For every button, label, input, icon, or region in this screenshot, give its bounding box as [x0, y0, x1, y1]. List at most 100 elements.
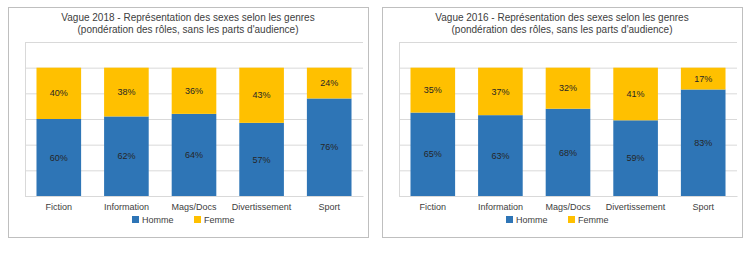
data-label: 60% — [50, 153, 68, 163]
bar — [36, 68, 81, 119]
data-label: 76% — [320, 142, 338, 152]
x-tick-label: Divertissement — [606, 202, 666, 212]
title: Vague 2016 - Représentation des sexes se… — [435, 12, 688, 23]
data-label: 32% — [559, 83, 577, 93]
grid-line — [399, 196, 737, 197]
legend-swatch — [568, 216, 575, 223]
bar — [478, 115, 523, 196]
legend-item: Homme — [506, 215, 548, 225]
grid-line — [25, 42, 363, 43]
bar — [478, 68, 523, 115]
legend: Homme Femme — [506, 215, 609, 225]
data-labels: 65% 63% 68% 59% 83% 35% 37% 32% 41% 17% — [424, 74, 712, 164]
x-axis: Fiction Information Mags/Docs Divertissemen… — [400, 196, 738, 212]
legend-item: Homme — [132, 215, 174, 225]
bar — [410, 113, 455, 196]
data-label: 65% — [424, 149, 442, 159]
bar — [172, 68, 217, 114]
data-label: 17% — [694, 74, 712, 84]
legend-item: Femme — [194, 215, 235, 225]
grid-line — [25, 196, 363, 197]
x-tick: Sport — [692, 196, 714, 212]
bar — [681, 68, 726, 90]
x-tick-label: Sport — [692, 202, 714, 212]
x-tick: Divertissement — [606, 196, 666, 212]
x-axis-line — [400, 196, 738, 197]
y-tick — [399, 42, 737, 43]
legend-label: Femme — [204, 215, 235, 225]
y-tick — [399, 196, 737, 197]
x-tick: Fiction — [420, 196, 447, 212]
legend-label: Femme — [578, 215, 609, 225]
bar — [307, 98, 352, 196]
data-label: 38% — [117, 87, 135, 97]
data-label: 41% — [627, 89, 645, 99]
x-tick: Mags/Docs — [545, 196, 591, 212]
y-axis-line — [26, 43, 364, 197]
y-tick — [25, 196, 363, 197]
data-label: 68% — [559, 148, 577, 158]
x-tick-label: Mags/Docs — [545, 202, 591, 212]
data-label: 24% — [320, 78, 338, 88]
data-label: 40% — [50, 88, 68, 98]
y-axis — [25, 43, 363, 197]
bar — [613, 68, 658, 121]
data-label: 36% — [185, 86, 203, 96]
x-axis: Fiction Information Mags/Docs Divertissemen… — [26, 196, 364, 212]
legend-item: Femme — [568, 215, 609, 225]
x-tick: Fiction — [46, 196, 73, 212]
bars — [410, 68, 725, 196]
data-label: 83% — [694, 138, 712, 148]
x-tick-label: Mags/Docs — [171, 202, 217, 212]
x-tick-label: Information — [104, 202, 149, 212]
legend-label: Homme — [142, 215, 174, 225]
x-tick-label: Divertissement — [232, 202, 292, 212]
y-tick — [25, 42, 363, 43]
x-tick: Divertissement — [232, 196, 292, 212]
y-axis-line — [400, 43, 738, 197]
legend-swatch — [506, 216, 513, 223]
bar — [172, 114, 217, 196]
data-label: 59% — [627, 153, 645, 163]
chart: Vague 2018 - Représentation des sexes se… — [9, 8, 369, 238]
bar — [613, 120, 658, 196]
x-tick-label: Information — [478, 202, 523, 212]
data-labels: 60% 62% 64% 57% 76% 40% 38% 36% 43% 24% — [50, 78, 338, 164]
x-tick: Mags/Docs — [171, 196, 217, 212]
grid-line — [399, 42, 737, 43]
chart-frame — [9, 8, 369, 238]
x-tick-label: Fiction — [420, 202, 447, 212]
bar — [104, 68, 149, 117]
data-label: 63% — [491, 151, 509, 161]
x-tick-label: Fiction — [46, 202, 73, 212]
chart: Vague 2016 - Représentation des sexes se… — [383, 8, 743, 238]
data-label: 43% — [253, 90, 271, 100]
bar — [104, 116, 149, 196]
bar — [36, 119, 81, 196]
x-tick: Sport — [318, 196, 340, 212]
x-tick: Information — [478, 196, 523, 212]
data-label: 57% — [253, 155, 271, 165]
chart-frame — [383, 8, 743, 238]
bar — [410, 68, 455, 113]
bar — [681, 89, 726, 196]
data-label: 64% — [185, 150, 203, 160]
bar — [546, 109, 591, 196]
subtitle: (pondération des rôles, sans les parts d… — [78, 24, 299, 35]
legend-label: Homme — [516, 215, 548, 225]
legend-swatch — [194, 216, 201, 223]
title: Vague 2018 - Représentation des sexes se… — [61, 12, 314, 23]
data-label: 35% — [424, 85, 442, 95]
bar — [546, 68, 591, 109]
figure: Vague 2018 - Représentation des sexes se… — [0, 0, 750, 276]
data-label: 62% — [117, 151, 135, 161]
x-tick-label: Sport — [318, 202, 340, 212]
x-tick: Information — [104, 196, 149, 212]
bar — [307, 68, 352, 99]
legend-swatch — [132, 216, 139, 223]
y-axis — [399, 43, 737, 197]
legend: Homme Femme — [132, 215, 235, 225]
bars — [36, 68, 351, 196]
bar — [239, 68, 284, 123]
data-label: 37% — [491, 87, 509, 97]
